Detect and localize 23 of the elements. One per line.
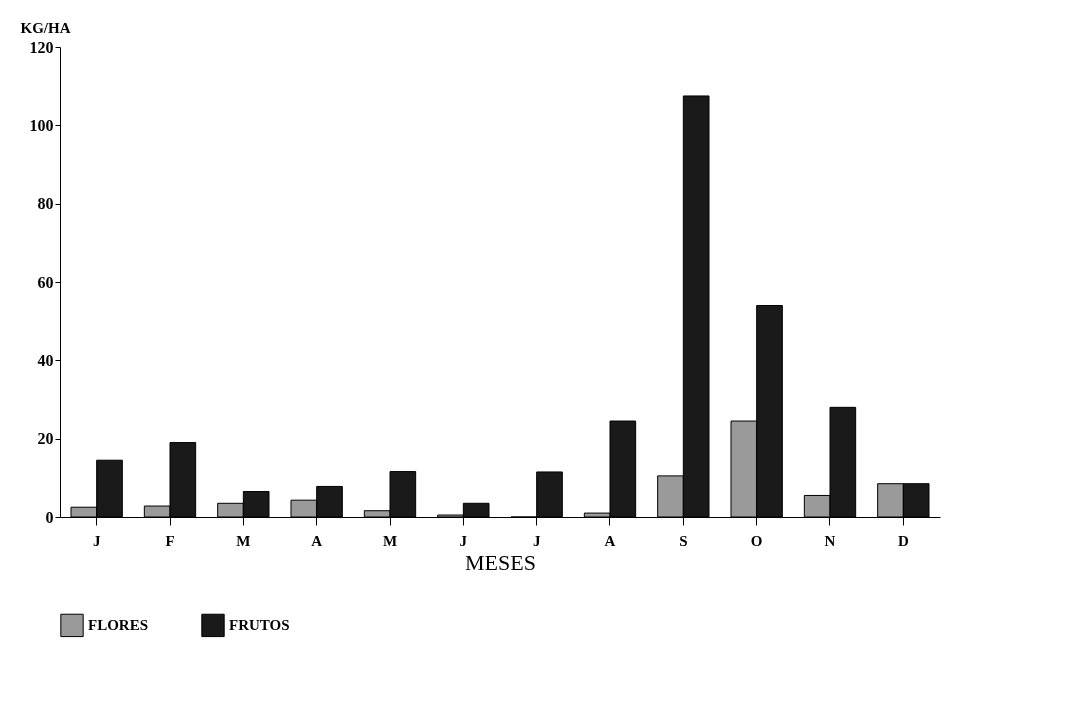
x-tick-label: F [165, 532, 175, 549]
y-axis-title: KG/HA [20, 19, 71, 36]
y-tick-label: 20 [37, 430, 54, 448]
x-tick-label: M [382, 532, 398, 549]
x-tick-label: A [604, 532, 616, 549]
y-tick-label: 100 [29, 116, 54, 134]
y-tick-label: 40 [37, 351, 54, 369]
x-tick-label: O [750, 532, 763, 549]
y-tick-label: 60 [37, 273, 54, 291]
y-tick-label: 80 [37, 195, 54, 213]
x-tick-label: J [532, 532, 541, 549]
legend-label: FRUTOS [229, 617, 290, 634]
x-tick-label: J [92, 532, 101, 549]
x-tick-label: A [311, 532, 323, 549]
y-tick-label: 0 [45, 508, 54, 526]
x-tick-label: S [679, 532, 688, 549]
x-tick-label: J [459, 532, 468, 549]
y-tick-label: 120 [29, 38, 54, 56]
x-tick-label: M [236, 532, 251, 549]
x-tick-label: N [824, 532, 836, 549]
legend-label: FLORES [88, 617, 149, 634]
x-axis-title: MESES [465, 549, 536, 575]
x-tick-label: D [897, 532, 909, 549]
